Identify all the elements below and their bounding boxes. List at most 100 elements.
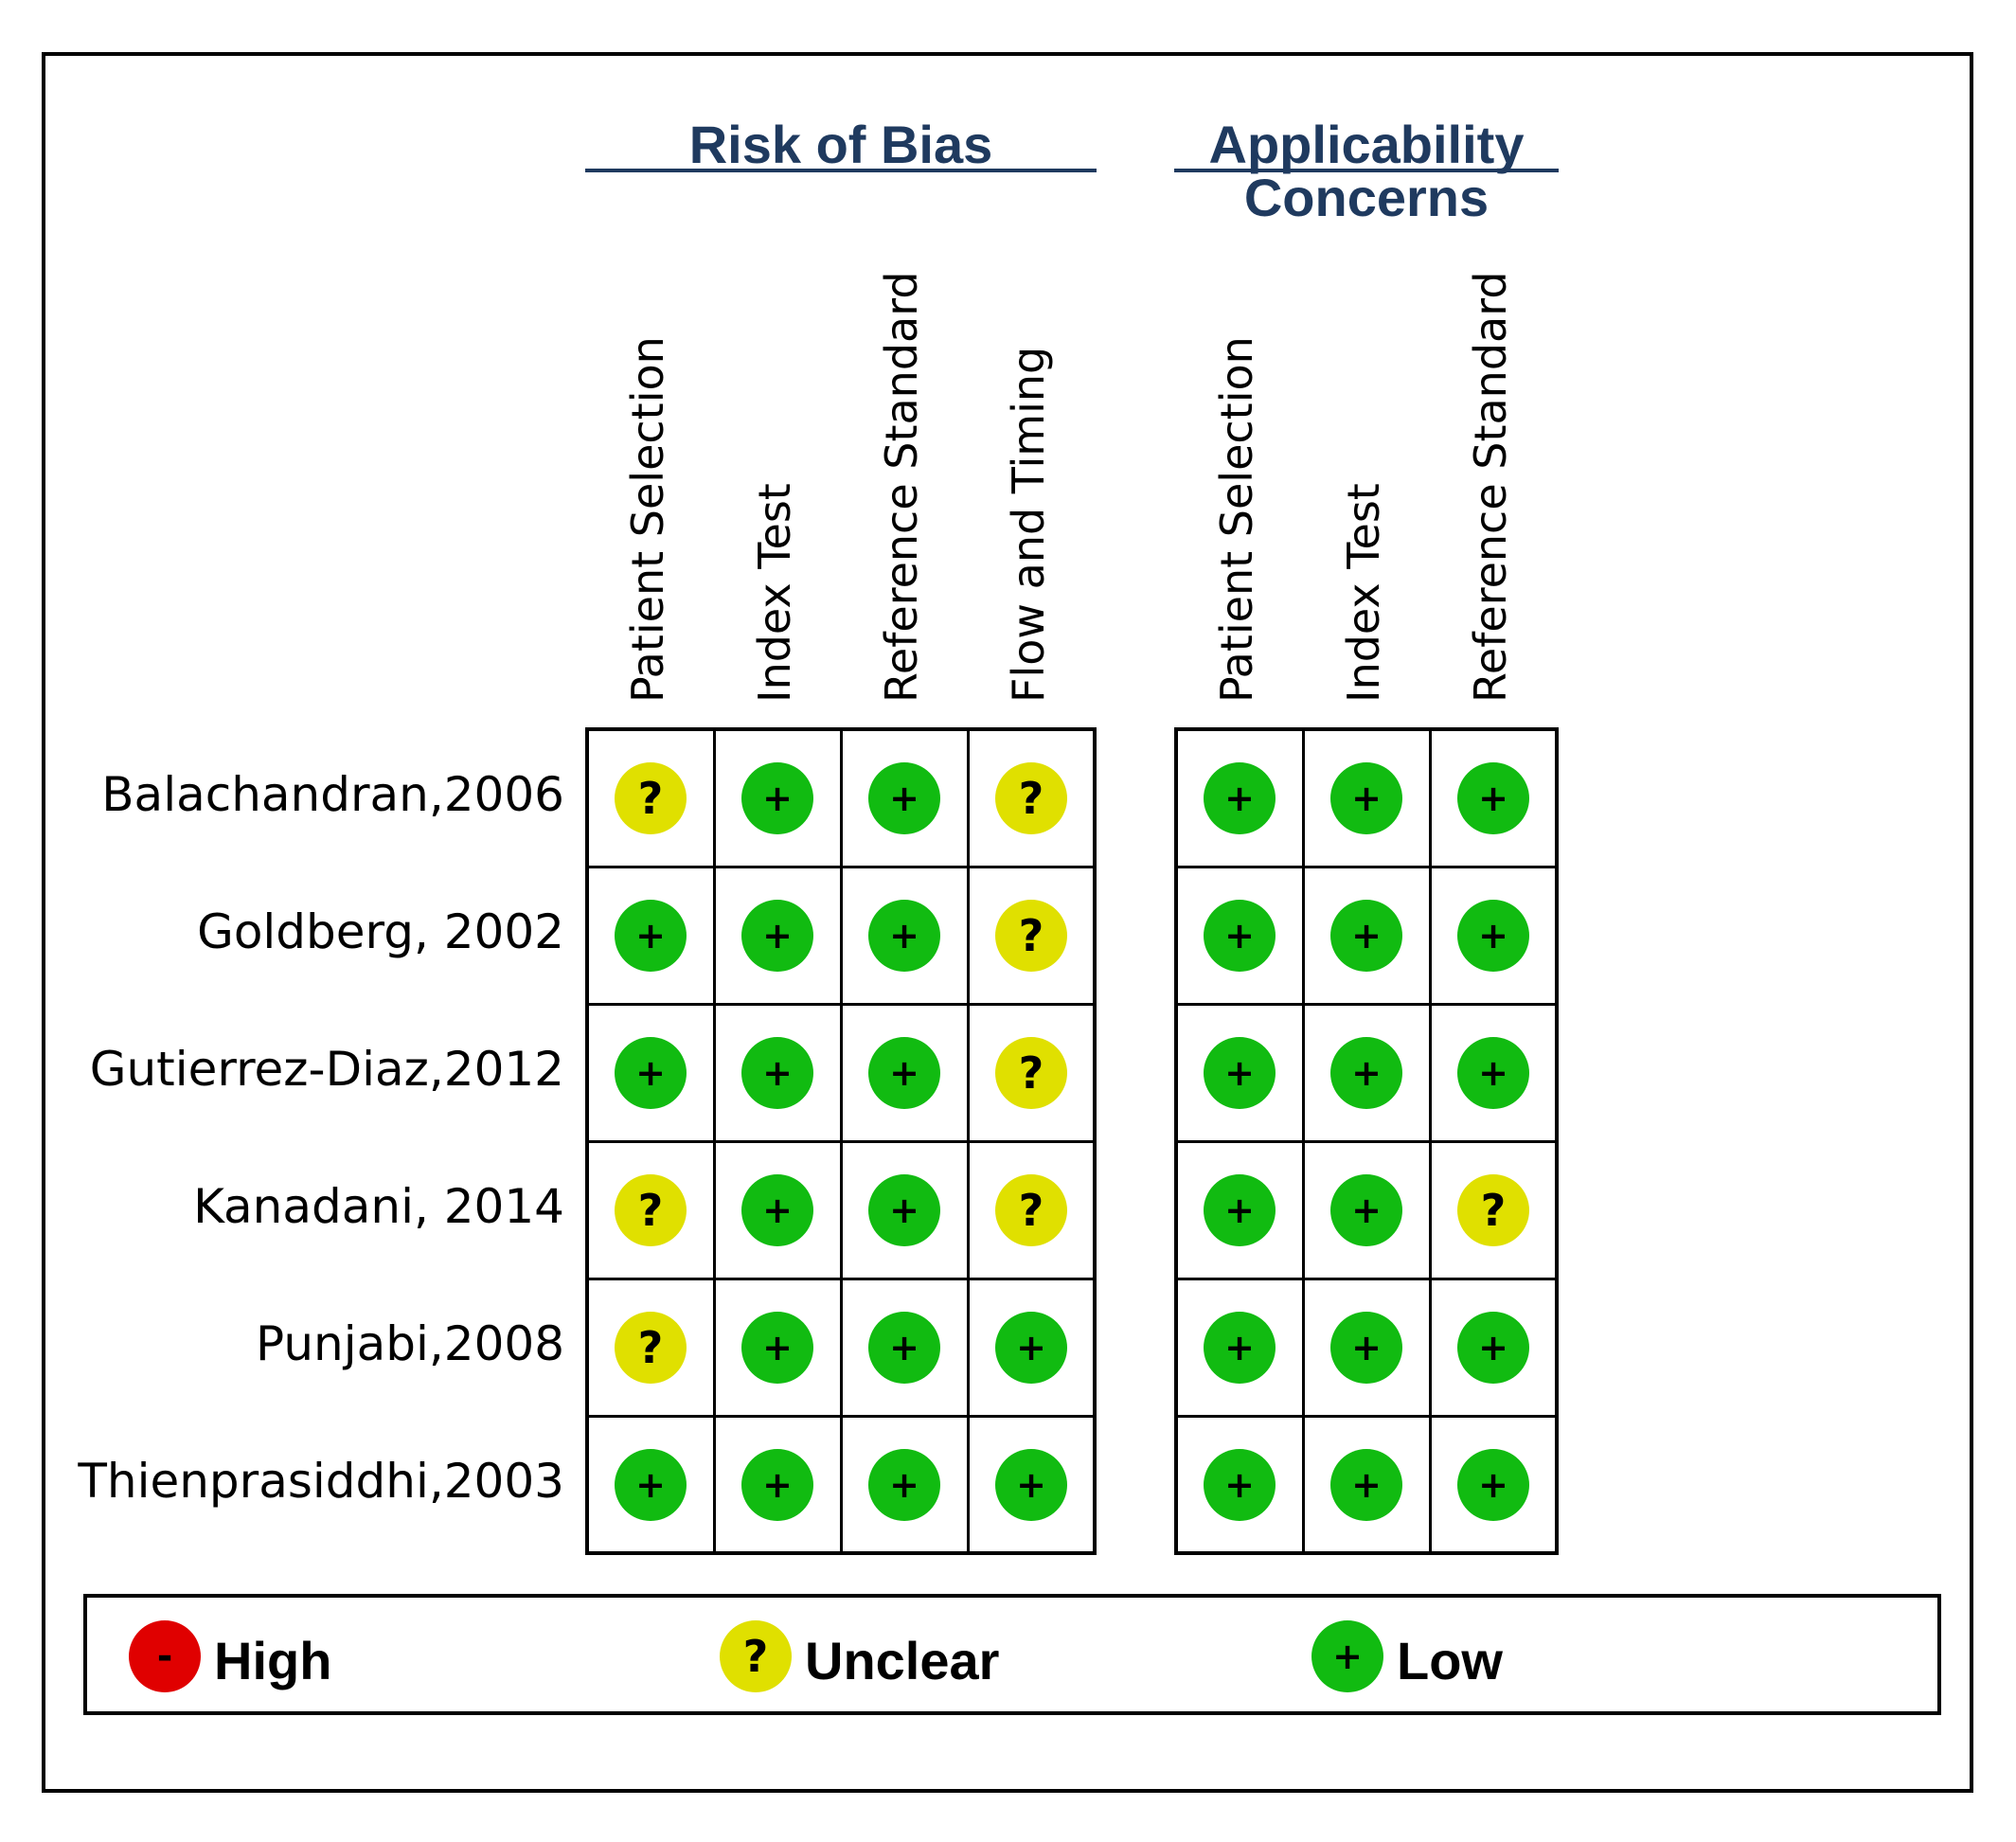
study-label: Thienprasiddhi,2003: [78, 1453, 564, 1509]
column-label: Reference Standard: [1465, 271, 1516, 703]
rating-cell: +: [589, 1418, 716, 1555]
column-label: Patient Selection: [622, 336, 673, 703]
rating-cell: ?: [970, 1143, 1097, 1280]
study-label: Gutierrez-Diaz,2012: [89, 1041, 564, 1097]
column-label: Flow and Timing: [1003, 346, 1054, 703]
rating-unclear-icon: ?: [995, 1173, 1067, 1246]
column-label: Index Test: [1338, 483, 1389, 703]
rating-low-icon: +: [995, 1448, 1067, 1521]
column-label: Index Test: [749, 483, 800, 703]
rating-cell: ?: [970, 868, 1097, 1006]
rating-cell: +: [716, 1280, 843, 1418]
rating-cell: ?: [1432, 1143, 1559, 1280]
group-title: Applicability Concerns: [1208, 115, 1525, 227]
rating-low-icon: +: [1330, 1311, 1402, 1384]
rating-unclear-icon: ?: [995, 899, 1067, 972]
rating-low-icon: +: [1330, 899, 1402, 972]
figure-frame: [42, 52, 1973, 1793]
rating-low-icon: +: [1204, 1311, 1276, 1384]
rating-cell: +: [1432, 1418, 1559, 1555]
legend: - High? Unclear + Low: [83, 1594, 1941, 1715]
rating-cell: +: [1305, 1006, 1432, 1143]
rating-low-icon: +: [1457, 1036, 1529, 1109]
rating-low-icon: +: [868, 1173, 940, 1246]
rating-low-icon: +: [868, 1448, 940, 1521]
rating-cell: +: [716, 1143, 843, 1280]
group-title-underline: [585, 169, 1097, 172]
rating-unclear-icon: ?: [1457, 1173, 1529, 1246]
study-label: Goldberg, 2002: [197, 903, 564, 959]
rating-low-icon: +: [741, 1311, 813, 1384]
rating-low-icon: +: [1330, 1036, 1402, 1109]
rating-cell: +: [1305, 1280, 1432, 1418]
rating-cell: +: [1178, 868, 1305, 1006]
rating-low-icon: +: [615, 899, 687, 972]
rating-unclear-icon: ?: [995, 761, 1067, 834]
rating-cell: +: [1432, 868, 1559, 1006]
legend-label: Low: [1397, 1631, 1503, 1690]
rating-low-icon: +: [1457, 1448, 1529, 1521]
rating-cell: +: [843, 868, 970, 1006]
rating-cell: +: [1178, 1418, 1305, 1555]
legend-label: Unclear: [805, 1631, 1000, 1690]
rating-low-icon: +: [995, 1311, 1067, 1384]
grid: ? + +? + + +? + + +?? + +?? + + + + + + +: [585, 727, 1097, 1555]
rating-cell: +: [970, 1280, 1097, 1418]
rating-low-icon: +: [1330, 761, 1402, 834]
rating-cell: +: [1305, 868, 1432, 1006]
legend-high-icon: -: [129, 1620, 201, 1692]
rating-unclear-icon: ?: [995, 1036, 1067, 1109]
rating-cell: +: [843, 1418, 970, 1555]
rating-low-icon: +: [868, 1036, 940, 1109]
rating-cell: +: [716, 731, 843, 868]
rating-cell: ?: [970, 731, 1097, 868]
rating-low-icon: +: [1204, 1448, 1276, 1521]
rating-cell: +: [1432, 1280, 1559, 1418]
rating-low-icon: +: [1330, 1448, 1402, 1521]
column-label: Reference Standard: [876, 271, 927, 703]
rating-cell: +: [843, 1280, 970, 1418]
rating-cell: +: [716, 868, 843, 1006]
rating-cell: +: [1305, 1418, 1432, 1555]
rating-cell: +: [716, 1006, 843, 1143]
rating-cell: +: [843, 1143, 970, 1280]
rating-cell: +: [1178, 1280, 1305, 1418]
rating-low-icon: +: [741, 1448, 813, 1521]
rating-low-icon: +: [1204, 1036, 1276, 1109]
rating-low-icon: +: [868, 899, 940, 972]
rating-cell: +: [1178, 1006, 1305, 1143]
rating-low-icon: +: [741, 761, 813, 834]
rating-low-icon: +: [615, 1036, 687, 1109]
rating-unclear-icon: ?: [615, 1173, 687, 1246]
study-label: Punjabi,2008: [256, 1315, 564, 1371]
grid: + + + + + + + + + + +? + + + + + +: [1174, 727, 1559, 1555]
rating-cell: +: [1178, 1143, 1305, 1280]
rating-low-icon: +: [868, 761, 940, 834]
study-label: Balachandran,2006: [101, 766, 564, 822]
rating-low-icon: +: [1330, 1173, 1402, 1246]
rating-cell: +: [1305, 731, 1432, 868]
rating-cell: +: [589, 1006, 716, 1143]
rating-low-icon: +: [868, 1311, 940, 1384]
rating-cell: +: [589, 868, 716, 1006]
rating-low-icon: +: [741, 1173, 813, 1246]
rating-cell: ?: [589, 1143, 716, 1280]
legend-label: High: [214, 1631, 332, 1690]
rating-low-icon: +: [1457, 1311, 1529, 1384]
study-label: Kanadani, 2014: [193, 1178, 564, 1234]
group-title-underline: [1174, 169, 1559, 172]
rating-cell: +: [1178, 731, 1305, 868]
rating-cell: +: [843, 1006, 970, 1143]
rating-low-icon: +: [741, 899, 813, 972]
rating-low-icon: +: [741, 1036, 813, 1109]
rating-cell: ?: [589, 731, 716, 868]
rating-low-icon: +: [1457, 899, 1529, 972]
rating-low-icon: +: [1204, 1173, 1276, 1246]
rating-cell: +: [1432, 1006, 1559, 1143]
rating-cell: +: [1432, 731, 1559, 868]
rating-cell: +: [843, 731, 970, 868]
rating-cell: +: [970, 1418, 1097, 1555]
group-title: Risk of Bias: [688, 115, 993, 174]
rating-cell: ?: [589, 1280, 716, 1418]
rating-low-icon: +: [1204, 899, 1276, 972]
